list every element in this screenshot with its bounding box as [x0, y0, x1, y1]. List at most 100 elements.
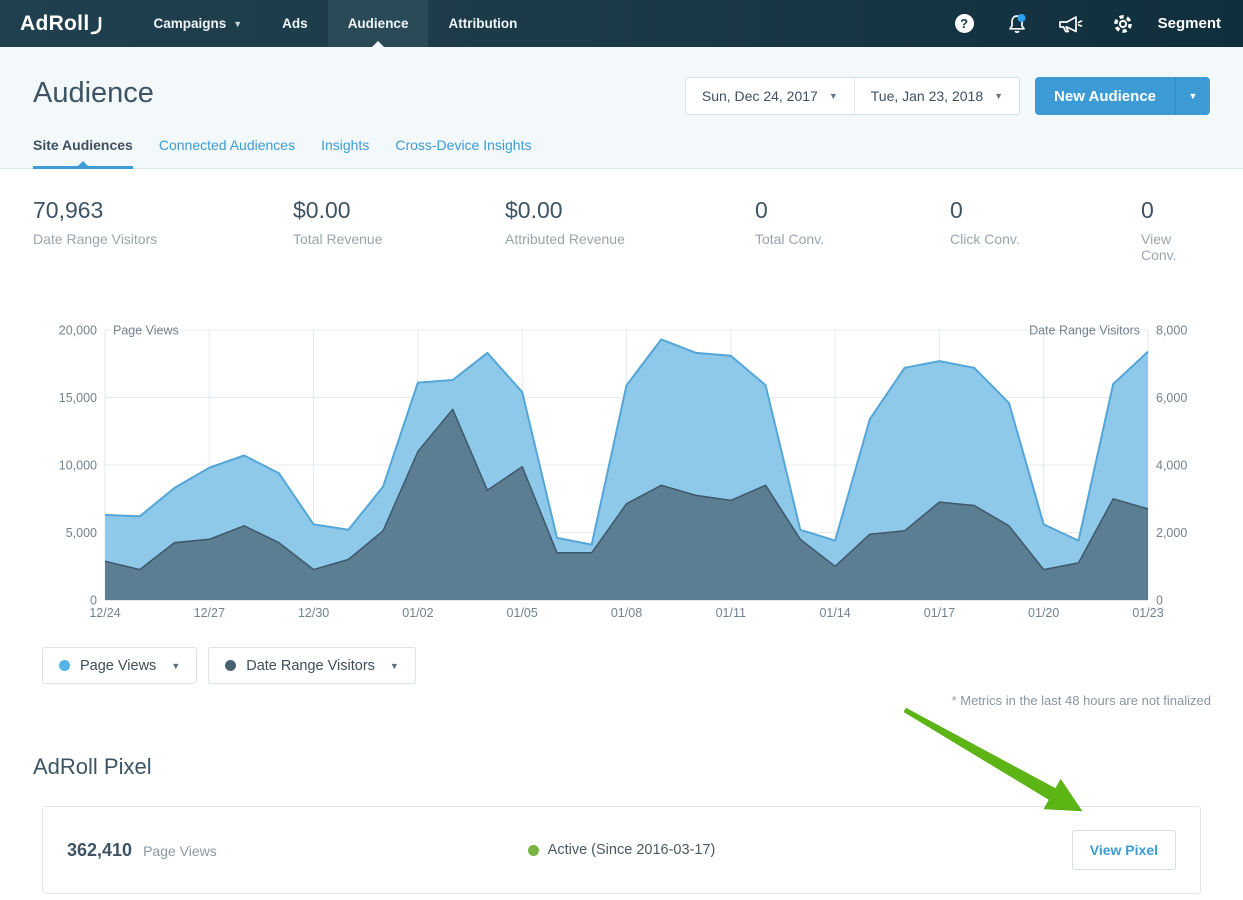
chevron-down-icon: ▼ — [829, 91, 838, 101]
chevron-down-icon: ▼ — [233, 19, 242, 29]
pixel-status: Active (Since 2016-03-17) — [528, 842, 716, 858]
pixel-status-text: Active (Since 2016-03-17) — [548, 842, 716, 858]
stat-label: Date Range Visitors — [33, 231, 293, 247]
stat-label: View Conv. — [1141, 231, 1210, 263]
nav-item-label: Campaigns — [153, 16, 226, 31]
stat-total-revenue: $0.00 Total Revenue — [293, 197, 505, 263]
stat-view-conv: 0 View Conv. — [1141, 197, 1210, 263]
stat-date-range-visitors: 70,963 Date Range Visitors — [33, 197, 293, 263]
left-axis-tick: 20,000 — [59, 324, 97, 338]
legend-dropdown-date-range-visitors[interactable]: Date Range Visitors ▼ — [208, 647, 416, 684]
x-axis-tick: 01/17 — [924, 606, 955, 620]
new-audience-menu-toggle[interactable]: ▼ — [1175, 77, 1210, 115]
pixel-pageviews-label: Page Views — [143, 843, 217, 859]
end-date-value: Tue, Jan 23, 2018 — [871, 88, 983, 104]
left-axis-title: Page Views — [113, 324, 179, 338]
settings-icon[interactable] — [1097, 0, 1150, 47]
stat-attributed-revenue: $0.00 Attributed Revenue — [505, 197, 755, 263]
stat-value: 70,963 — [33, 197, 293, 224]
adroll-logo-hook-icon — [90, 15, 103, 37]
legend-label: Date Range Visitors — [246, 658, 375, 674]
stat-value: 0 — [950, 197, 1141, 224]
new-audience-button[interactable]: New Audience — [1035, 77, 1175, 115]
tab-connected-audiences[interactable]: Connected Audiences — [159, 137, 295, 168]
x-axis-tick: 01/14 — [819, 606, 850, 620]
nav-item-label: Attribution — [448, 16, 517, 31]
pixel-card: 362,410 Page Views Active (Since 2016-03… — [42, 806, 1201, 894]
right-axis-tick: 6,000 — [1156, 391, 1187, 405]
traffic-chart: 20,00015,00010,0005,00008,0006,0004,0002… — [0, 271, 1243, 627]
notifications-icon[interactable] — [991, 0, 1044, 47]
tab-cross-device-insights[interactable]: Cross-Device Insights — [395, 137, 531, 168]
x-axis-tick: 12/24 — [89, 606, 120, 620]
nav-item-ads[interactable]: Ads — [262, 0, 328, 47]
active-nav-notch — [372, 41, 384, 47]
primary-nav: Campaigns ▼ Ads Audience Attribution — [133, 0, 537, 47]
right-axis-tick: 8,000 — [1156, 324, 1187, 338]
navbar-right: ? Segment — [938, 0, 1243, 47]
audience-tabs: Site Audiences Connected Audiences Insight… — [33, 137, 1210, 168]
x-axis-tick: 01/05 — [507, 606, 538, 620]
stat-label: Total Conv. — [755, 231, 950, 247]
view-pixel-button[interactable]: View Pixel — [1072, 830, 1176, 870]
adroll-logo-text: AdRoll — [20, 12, 89, 36]
summary-stats: 70,963Date Range Visitors$0.00Total Reve… — [0, 169, 1243, 263]
chevron-down-icon: ▼ — [1189, 91, 1198, 101]
start-date-value: Sun, Dec 24, 2017 — [702, 88, 818, 104]
announcements-icon[interactable] — [1044, 0, 1097, 47]
adroll-logo[interactable]: AdRoll — [0, 0, 103, 47]
traffic-chart-container: 20,00015,00010,0005,00008,0006,0004,0002… — [0, 271, 1243, 627]
right-axis-tick: 4,000 — [1156, 459, 1187, 473]
stat-label: Click Conv. — [950, 231, 1141, 247]
stat-value: $0.00 — [505, 197, 755, 224]
x-axis-tick: 12/30 — [298, 606, 329, 620]
stat-label: Total Revenue — [293, 231, 505, 247]
stat-click-conv: 0 Click Conv. — [950, 197, 1141, 263]
date-range-picker: Sun, Dec 24, 2017 ▼ Tue, Jan 23, 2018 ▼ — [685, 77, 1020, 115]
left-axis-tick: 15,000 — [59, 391, 97, 405]
help-icon[interactable]: ? — [938, 0, 991, 47]
stat-value: $0.00 — [293, 197, 505, 224]
metrics-footnote: * Metrics in the last 48 hours are not f… — [0, 693, 1243, 708]
nav-item-campaigns[interactable]: Campaigns ▼ — [133, 0, 262, 47]
chevron-down-icon: ▼ — [994, 91, 1003, 101]
x-axis-tick: 01/02 — [402, 606, 433, 620]
nav-item-attribution[interactable]: Attribution — [428, 0, 537, 47]
end-date-dropdown[interactable]: Tue, Jan 23, 2018 ▼ — [854, 78, 1019, 114]
legend-label: Page Views — [80, 658, 156, 674]
nav-item-label: Audience — [348, 16, 409, 31]
x-axis-tick: 01/08 — [611, 606, 642, 620]
status-dot — [528, 845, 539, 856]
left-axis-tick: 10,000 — [59, 459, 97, 473]
x-axis-tick: 01/20 — [1028, 606, 1059, 620]
new-audience-split-button: New Audience ▼ — [1035, 77, 1210, 115]
right-axis-title: Date Range Visitors — [1029, 324, 1140, 338]
tab-site-audiences[interactable]: Site Audiences — [33, 137, 133, 168]
x-axis-tick: 01/23 — [1132, 606, 1163, 620]
top-navbar: AdRoll Campaigns▼AdsAudienceAttribution … — [0, 0, 1243, 47]
notification-badge — [1018, 14, 1026, 22]
pixel-pageviews-value: 362,410 — [67, 840, 132, 861]
start-date-dropdown[interactable]: Sun, Dec 24, 2017 ▼ — [686, 78, 854, 114]
chevron-down-icon: ▼ — [171, 661, 180, 671]
nav-item-label: Ads — [282, 16, 308, 31]
page-header: Audience Sun, Dec 24, 2017 ▼ Tue, Jan 23… — [0, 47, 1243, 169]
page-title: Audience — [33, 77, 154, 110]
right-axis-tick: 2,000 — [1156, 526, 1187, 540]
header-controls: Sun, Dec 24, 2017 ▼ Tue, Jan 23, 2018 ▼ … — [685, 77, 1210, 115]
chart-legend: Page Views ▼ Date Range Visitors ▼ — [42, 647, 1243, 684]
legend-dropdown-page-views[interactable]: Page Views ▼ — [42, 647, 197, 684]
stat-label: Attributed Revenue — [505, 231, 755, 247]
tab-insights[interactable]: Insights — [321, 137, 369, 168]
x-axis-tick: 01/11 — [716, 606, 746, 620]
pixel-pageviews: 362,410 Page Views — [67, 840, 528, 861]
left-axis-tick: 5,000 — [66, 526, 97, 540]
chevron-down-icon: ▼ — [390, 661, 399, 671]
stat-value: 0 — [1141, 197, 1210, 224]
nav-item-audience[interactable]: Audience — [328, 0, 429, 47]
stat-total-conv: 0 Total Conv. — [755, 197, 950, 263]
stat-value: 0 — [755, 197, 950, 224]
segment-account-label[interactable]: Segment — [1158, 15, 1221, 32]
x-axis-tick: 12/27 — [194, 606, 225, 620]
legend-dot — [225, 660, 236, 671]
